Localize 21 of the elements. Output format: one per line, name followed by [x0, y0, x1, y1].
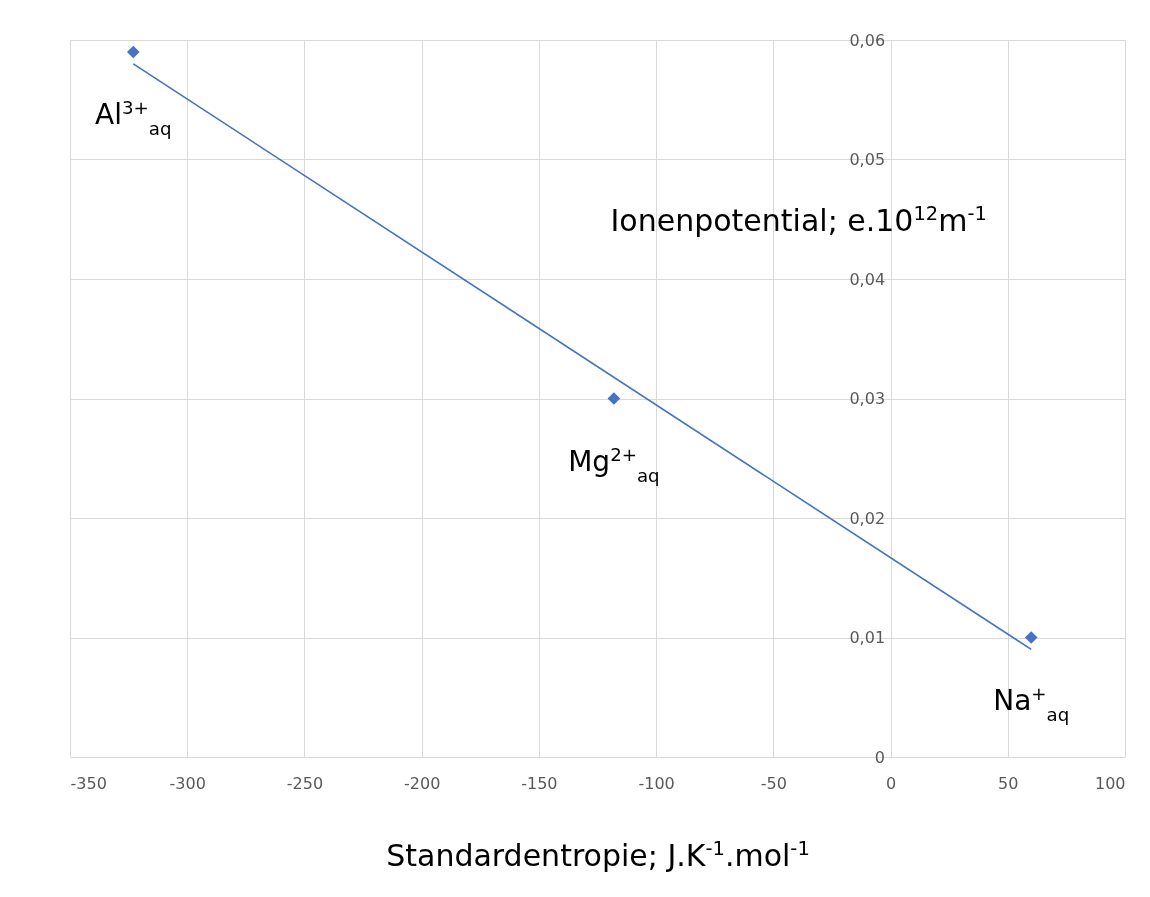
y-tick-label: 0: [874, 747, 886, 767]
x-tick-label: -350: [70, 773, 107, 793]
y-tick-label: 0,02: [849, 508, 886, 528]
x-tick-label: -50: [760, 773, 787, 793]
x-tick-label: -300: [169, 773, 206, 793]
y-tick-label: 0,03: [849, 389, 886, 408]
point: [1024, 631, 1038, 644]
y-tick-label: 0,05: [849, 150, 886, 169]
point: [126, 45, 140, 59]
x-tick-label: -150: [521, 773, 558, 793]
x-axis-title: Standardentropie; J.K$^{-1}$.mol$^{-1}$: [386, 836, 810, 873]
y-tick-label: 0,06: [849, 30, 886, 50]
y-tick-label: 0,04: [849, 269, 886, 289]
point: [607, 392, 621, 405]
x-tick-label: -200: [404, 773, 441, 793]
x-tick-label: -100: [638, 773, 675, 793]
y-axis-title: Ionenpotential; e.10$^{12}$m$^{-1}$: [610, 201, 987, 238]
x-tick-label: 100: [1094, 773, 1126, 793]
x-tick-label: -250: [286, 773, 324, 793]
x-tick-label: 50: [998, 773, 1019, 793]
y-tick-label: 0,01: [849, 628, 886, 647]
